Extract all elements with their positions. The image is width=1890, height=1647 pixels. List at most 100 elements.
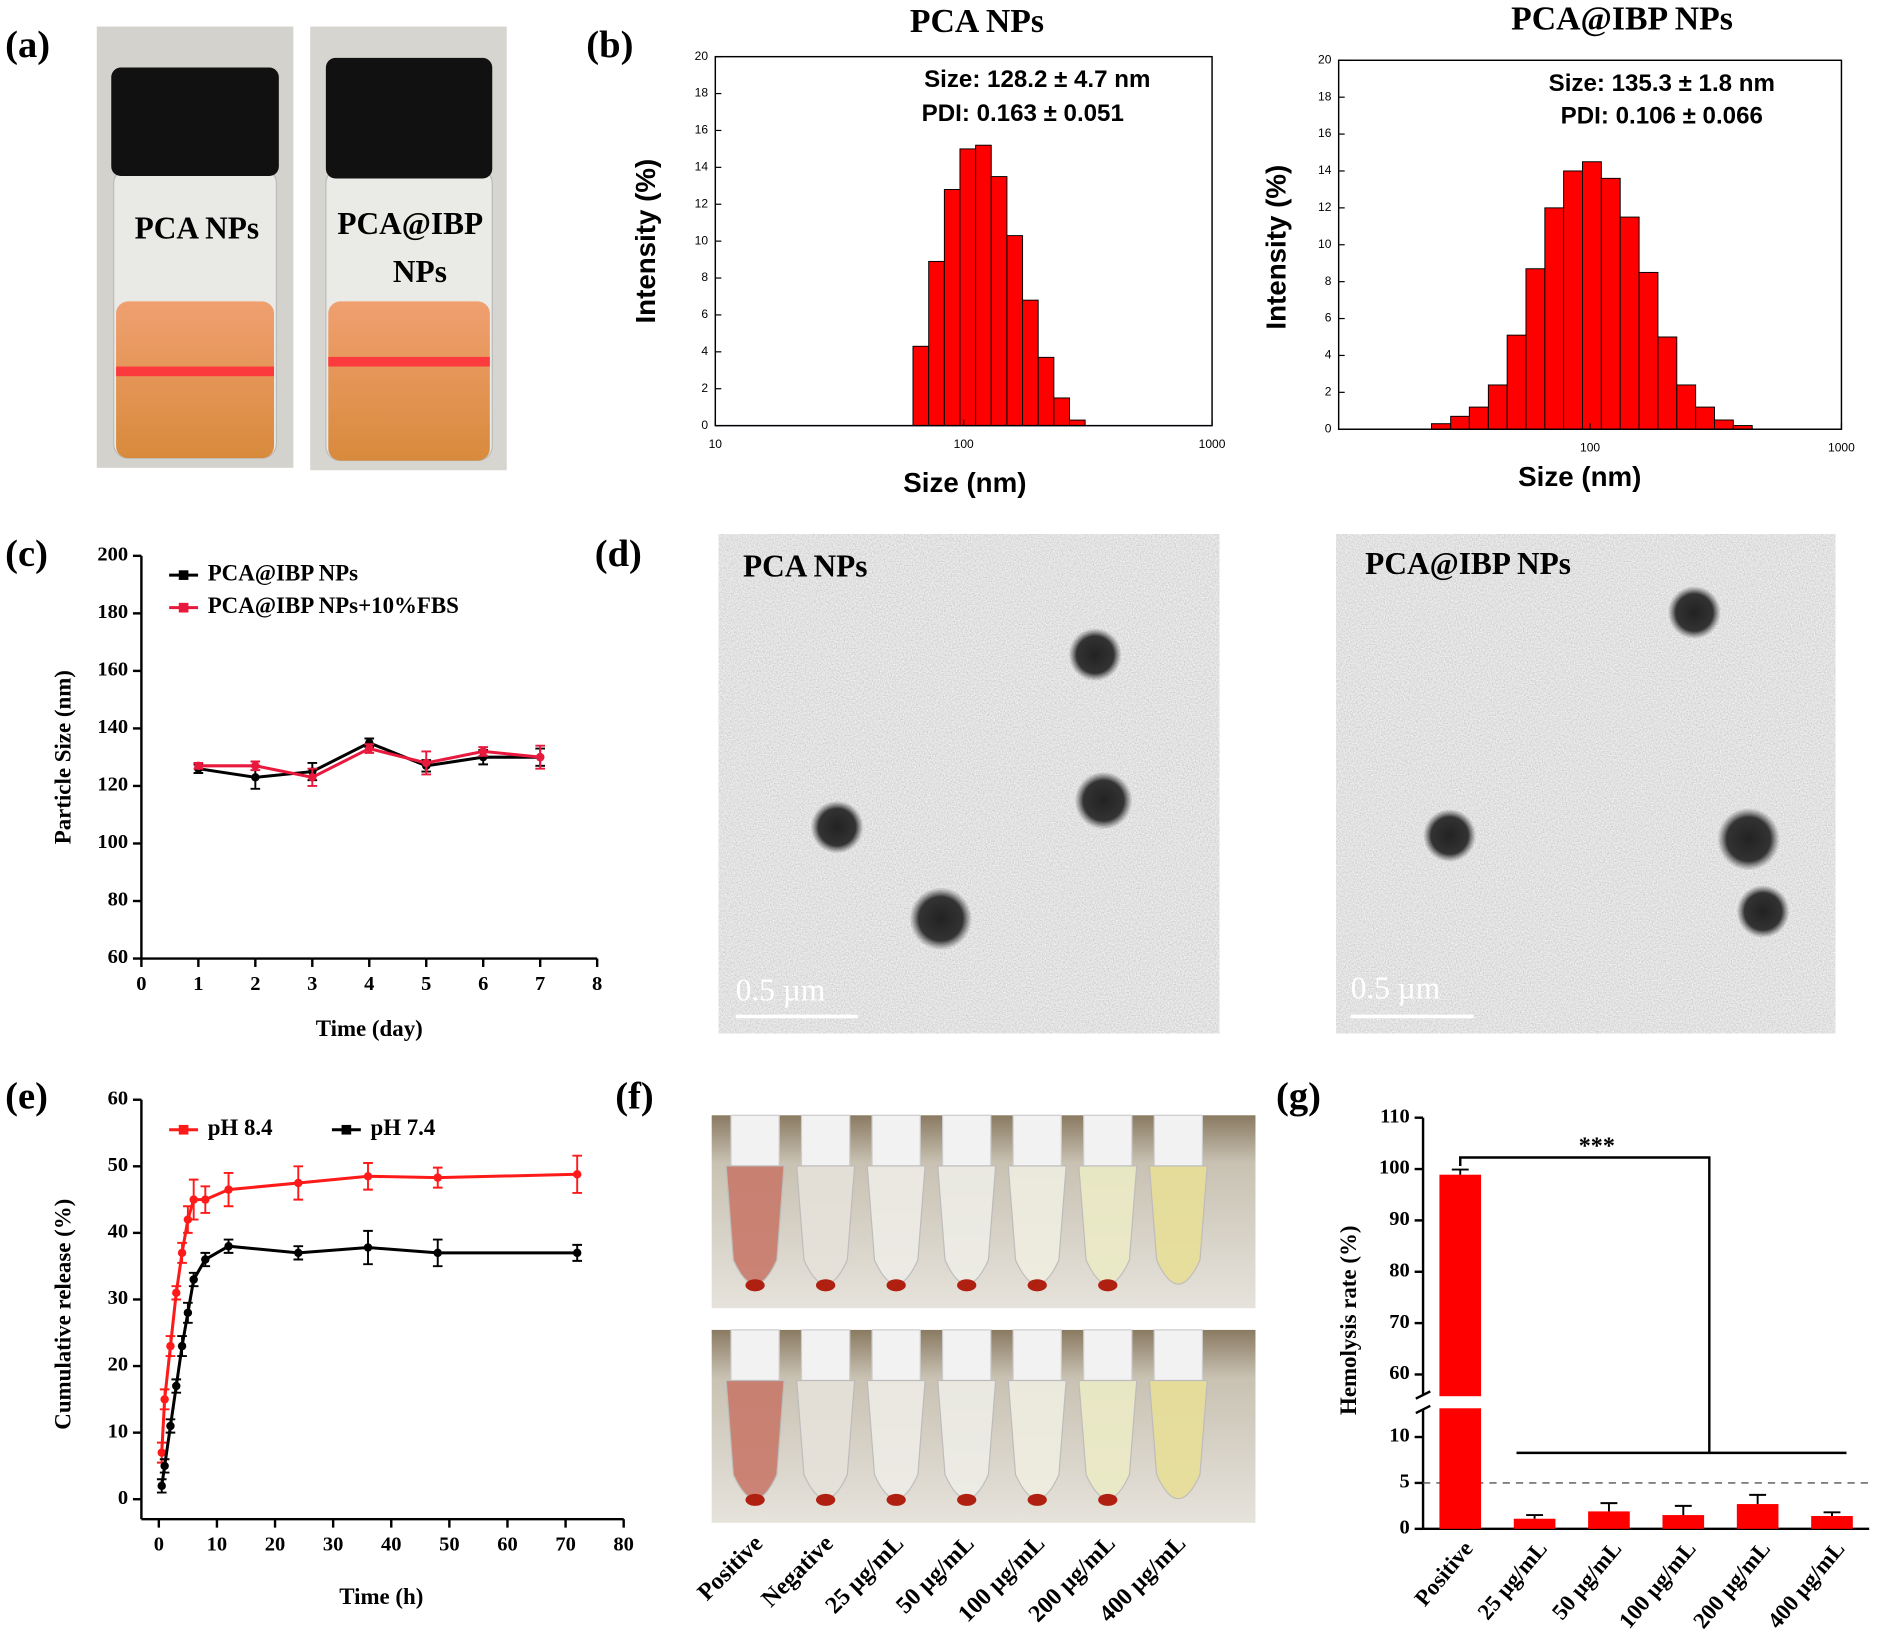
histogram-bar (912, 345, 930, 427)
pellet (815, 1493, 836, 1506)
marker (157, 1481, 166, 1491)
panel-label: (f) (615, 1075, 654, 1117)
histogram-bar (1714, 419, 1734, 430)
marker (572, 1170, 582, 1179)
marker (201, 1195, 210, 1204)
y-tick-label: 18 (695, 86, 709, 100)
y-tick-label: 70 (1389, 1311, 1409, 1333)
bar-break-gap (1438, 1396, 1483, 1409)
vial-label: PCA@IBP (337, 206, 483, 241)
tube-cap (871, 1329, 921, 1382)
panel-label: (b) (586, 24, 633, 66)
y-tick-label: 12 (695, 196, 709, 210)
marker (194, 761, 203, 771)
y-tick-label: 100 (97, 831, 128, 853)
histogram-bar (1053, 397, 1070, 427)
annotation: Size: 135.3 ± 1.8 nm (1549, 70, 1775, 97)
y-tick-label: 18 (1318, 89, 1332, 103)
marker (251, 773, 260, 782)
tube-cap (800, 1114, 851, 1167)
error-bar (1674, 1504, 1692, 1516)
error-bar (1823, 1511, 1841, 1516)
histogram-bar (943, 189, 961, 427)
y-tick-label: 16 (1318, 126, 1332, 140)
histogram-bar (1022, 299, 1039, 427)
chart: 0 10 20 30 40 50 60 0 10 20 30 40 50 60 70 80 pH 8.4 pH 7… (51, 1087, 634, 1609)
y-tick-label: 80 (108, 889, 128, 911)
x-tick-label: 3 (307, 973, 317, 995)
y-tick-label: 0 (1325, 421, 1332, 435)
bar (1439, 1174, 1482, 1529)
pellet (815, 1279, 836, 1292)
tube (1148, 1165, 1208, 1285)
histogram-bar (928, 260, 945, 427)
legend-label: PCA@IBP NPs+10%FBS (208, 593, 459, 619)
marker (572, 1248, 582, 1258)
tube-cap (1083, 1114, 1133, 1167)
legend-label: pH 8.4 (208, 1115, 273, 1140)
pellet (1098, 1279, 1118, 1292)
legend-label: PCA@IBP NPs (208, 560, 358, 586)
histogram-bar (959, 148, 977, 427)
y-tick-label: 16 (695, 123, 709, 137)
error-bar (1600, 1502, 1618, 1512)
marker (183, 1215, 193, 1224)
y-axis-label: Cumulative release (%) (51, 1199, 76, 1430)
x-axis-label: Size (nm) (903, 467, 1026, 498)
marker (363, 1172, 373, 1181)
chart: 60 80 100 120 140 160 180 200 0 1 2 3 4 5 6 7 8 PCA@IBP N… (51, 544, 603, 1042)
y-tick-label: 8 (701, 270, 708, 284)
x-tick-label: 400 µg/mL (1763, 1536, 1850, 1633)
panel-label: (g) (1276, 1075, 1321, 1117)
series-line (160, 1172, 578, 1453)
x-tick-label: 100 (954, 437, 974, 451)
pellet (745, 1279, 765, 1292)
error-bar (1451, 1168, 1469, 1175)
marker (172, 1381, 181, 1391)
marker (166, 1421, 175, 1431)
scale-label: 0.5 µm (736, 973, 825, 1008)
pellet (1027, 1279, 1047, 1292)
marker (422, 758, 431, 768)
y-tick-label: 8 (1325, 274, 1332, 288)
y-tick-label: 20 (108, 1354, 128, 1376)
chart-title: PCA@IBP NPs (1511, 0, 1733, 37)
y-tick-label: 160 (97, 659, 128, 681)
histogram-bar (1544, 207, 1565, 430)
histogram-bar (1006, 235, 1024, 427)
x-tick-label: 100 (1580, 441, 1600, 455)
panel-labels: (a) (b) (c) (d) (e) (f) (g) (5, 24, 1321, 1117)
y-tick-label: 0 (1400, 1517, 1410, 1539)
x-tick-label: 8 (592, 973, 602, 995)
pellet (957, 1279, 977, 1292)
y-tick-label: 0 (118, 1487, 128, 1509)
x-tick-label: 20 (265, 1533, 285, 1555)
histogram-bar (1657, 336, 1678, 430)
y-tick-label: 10 (1389, 1425, 1409, 1447)
x-tick-label: 4 (364, 973, 374, 995)
marker (365, 744, 374, 753)
y-tick-label: 50 (108, 1154, 128, 1176)
x-tick-label: 5 (421, 973, 431, 995)
vial-photo: PCA NPs PCA@IBP NPs (96, 26, 507, 471)
tube-cap (730, 1329, 780, 1382)
tube-cap (941, 1329, 992, 1382)
tube-cap (871, 1114, 921, 1167)
x-tick-label: 6 (478, 973, 488, 995)
marker (294, 1178, 303, 1188)
marker (189, 1275, 198, 1284)
histogram-bar (1638, 271, 1659, 430)
x-tick-label: 40 (381, 1533, 401, 1555)
marker (224, 1185, 233, 1194)
x-tick-label: 50 (439, 1533, 459, 1555)
x-axis-label: Time (h) (339, 1584, 423, 1609)
pellet (745, 1493, 765, 1506)
marker (157, 1448, 166, 1457)
y-axis-label: Particle Size (nm) (51, 670, 76, 844)
pellet (957, 1493, 977, 1506)
chart: 0 2 4 6 8 10 12 14 16 18 20 100 1000 PCA@IBP NPs Size:… (1261, 0, 1855, 492)
chart-title: PCA NPs (910, 3, 1044, 40)
annotation: PDI: 0.106 ± 0.066 (1561, 102, 1763, 129)
marker (172, 1288, 181, 1298)
y-axis-label: Intensity (%) (1261, 165, 1292, 330)
